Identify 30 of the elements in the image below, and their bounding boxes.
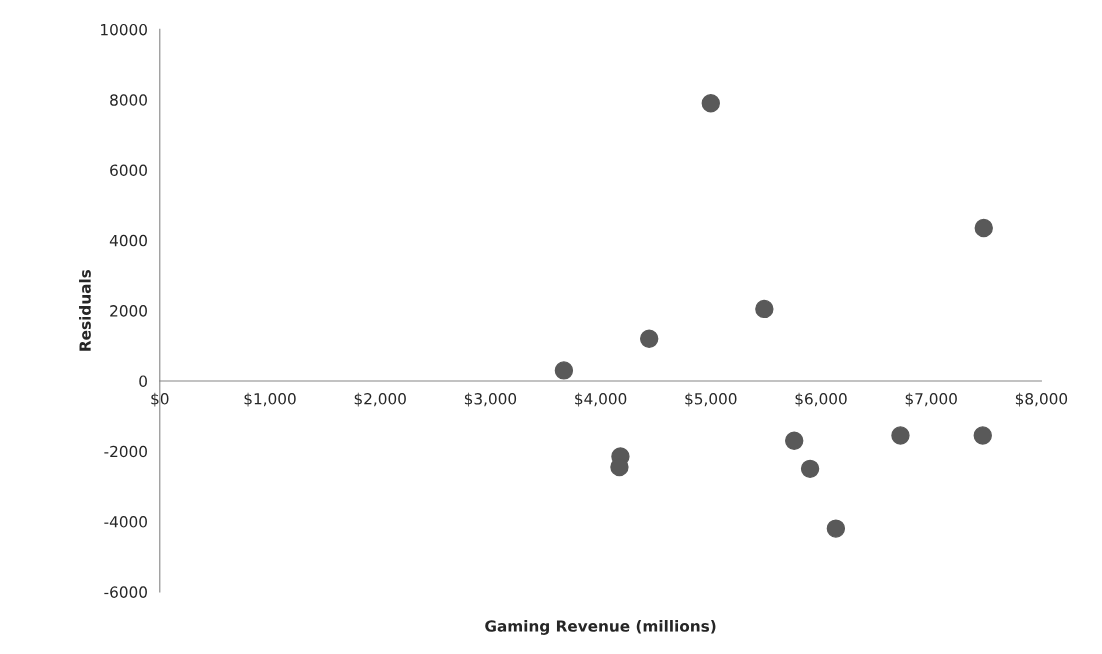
y-tick-label: -2000 <box>104 445 147 458</box>
x-tick-label: $5,000 <box>685 392 737 407</box>
x-axis-title: Gaming Revenue (millions) <box>485 619 716 635</box>
point <box>640 329 659 348</box>
point <box>826 519 846 538</box>
point <box>554 361 574 380</box>
y-tick-label: 0 <box>139 375 147 387</box>
x-tick-label: $2,000 <box>354 392 406 407</box>
y-tick-label: 8000 <box>110 94 147 106</box>
x-tick-label: $4,000 <box>575 392 627 407</box>
point <box>891 426 910 445</box>
y-tick-label: -6000 <box>104 586 147 598</box>
y-tick-label: -4000 <box>104 516 147 528</box>
point <box>800 459 820 479</box>
point <box>973 426 992 445</box>
y-tick-label: 2000 <box>110 305 147 317</box>
x-tick-label: $3,000 <box>464 392 517 407</box>
x-tick-label: $6,000 <box>795 392 847 407</box>
point <box>785 431 804 450</box>
x-tick-label: $7,000 <box>905 392 957 407</box>
y-tick-label: 4000 <box>109 234 147 247</box>
y-axis-title: Residuals <box>79 269 91 351</box>
y-tick-label: 10000 <box>101 23 147 36</box>
point <box>974 218 993 238</box>
point <box>755 299 774 319</box>
y-tick-label: 6000 <box>110 164 147 177</box>
x-tick-label: $0 <box>151 392 169 407</box>
x-tick-label: $1,000 <box>244 392 296 407</box>
x-tick-label: $8,000 <box>1015 392 1068 407</box>
point <box>701 94 720 113</box>
